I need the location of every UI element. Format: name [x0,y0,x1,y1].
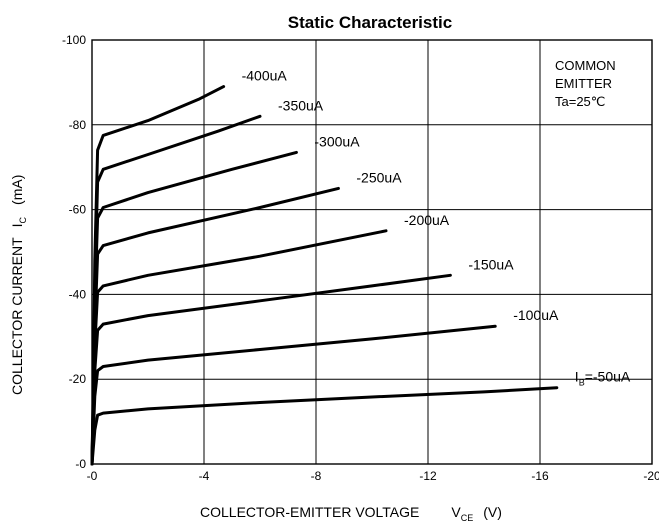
series-label--300uA: -300uA [314,133,360,149]
x-axis-unit: (V) [483,504,502,520]
x-tick-labels: -0 -4 -8 -12 -16 -20 [87,469,659,483]
note-line: Ta=25℃ [555,94,605,109]
chart-title: Static Characteristic [288,13,452,32]
x-axis-subscript: CE [461,513,474,523]
curve--150uA [92,275,450,464]
y-tick-label: -20 [69,372,87,386]
note-line: EMITTER [555,76,612,91]
series-label--200uA: -200uA [404,212,450,228]
note-line: COMMON [555,58,616,73]
series-label--350uA: -350uA [278,97,324,113]
y-tick-label: -0 [75,457,86,471]
y-axis-label: COLLECTOR CURRENTIC(mA) [9,175,28,395]
x-axis-label: COLLECTOR-EMITTER VOLTAGE VCE (V) [200,504,502,523]
test-condition-note: COMMON EMITTER Ta=25℃ [555,58,616,109]
y-tick-label: -40 [69,287,87,301]
y-axis-subscript: C [18,216,28,223]
series-label--400uA: -400uA [242,68,288,84]
series-labels: IB=-50uA -100uA -150uA -200uA -250uA -300uA -3… [242,68,631,388]
series-label--150uA: -150uA [468,256,514,272]
curve--50uA [92,388,557,464]
x-axis-label-text: COLLECTOR-EMITTER VOLTAGE [200,504,419,520]
x-tick-label: -12 [419,469,437,483]
x-tick-label: -16 [531,469,549,483]
series-label--250uA: -250uA [356,169,402,185]
x-tick-label: -4 [199,469,210,483]
y-axis-label-text: COLLECTOR CURRENT [9,237,25,395]
y-tick-label: -100 [62,33,86,47]
series-label--100uA: -100uA [513,307,559,323]
y-tick-label: -60 [69,203,87,217]
y-tick-label: -80 [69,118,87,132]
curve--200uA [92,231,386,464]
x-tick-label: -8 [311,469,322,483]
y-tick-labels: -0 -20 -40 -60 -80 -100 [62,33,86,471]
series-label-value: =-50uA [585,369,631,385]
x-tick-label: -0 [87,469,98,483]
curve--250uA [92,188,338,464]
y-axis-unit: (mA) [9,175,25,205]
series-label--50uA: IB=-50uA [575,369,631,388]
x-tick-label: -20 [643,469,659,483]
